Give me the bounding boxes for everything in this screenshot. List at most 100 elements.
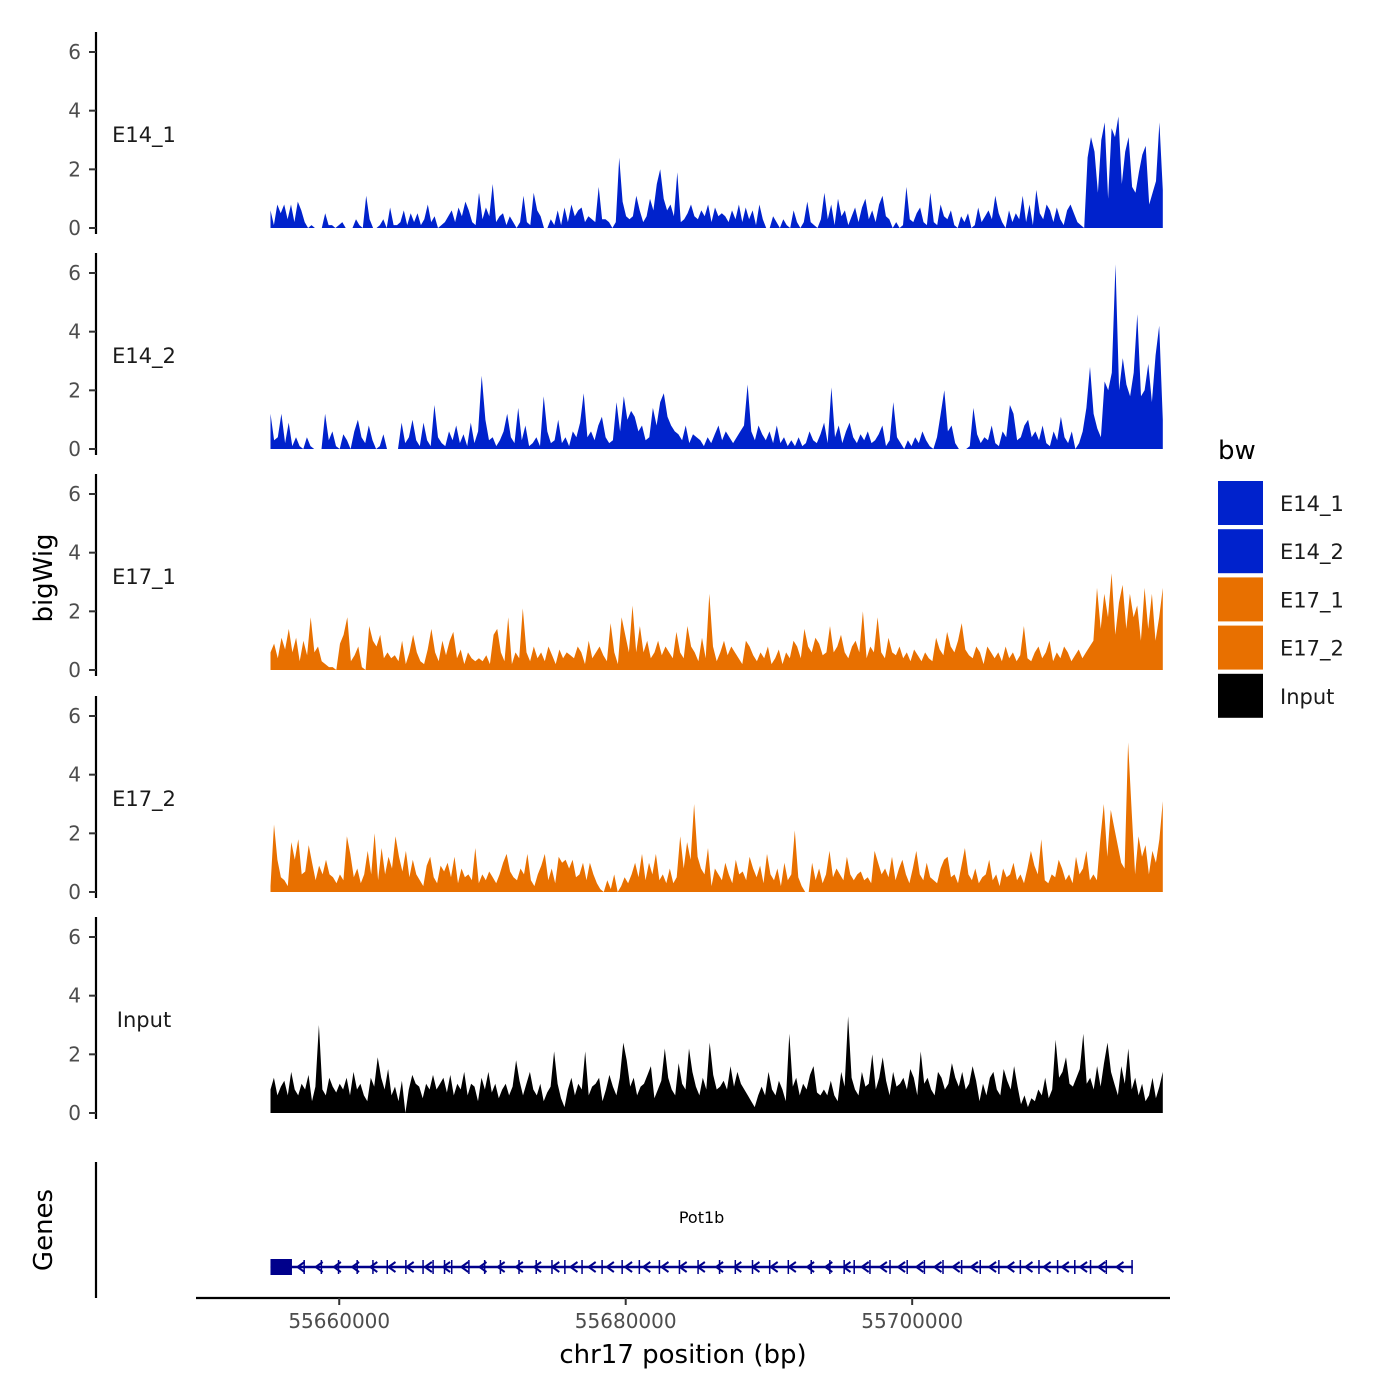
track-label: Input [117, 1008, 171, 1032]
legend: bw E14_1 E14_2 E17_1 E17_2 Input [1218, 436, 1344, 718]
gene-exon [829, 1260, 831, 1274]
legend-label: E14_2 [1280, 540, 1344, 565]
x-tick-label: 55680000 [575, 1309, 677, 1333]
strand-arrow [768, 1261, 779, 1273]
y-tick-label: 2 [68, 157, 81, 181]
strand-arrow [532, 1261, 542, 1273]
strand-arrow [1041, 1261, 1052, 1273]
legend-key-E17_1 [1218, 577, 1263, 622]
gene-exon [270, 1259, 292, 1275]
strand-arrow [495, 1261, 506, 1273]
legend-key-E17_2 [1218, 625, 1263, 670]
y-tick-label: 2 [68, 599, 81, 623]
track-label: E14_1 [112, 123, 176, 148]
legend-label: E14_1 [1280, 492, 1344, 517]
signal-area-E17_2 [270, 742, 1163, 892]
y-tick-label: 4 [68, 541, 81, 565]
gene-exon [443, 1260, 446, 1274]
y-tick-label: 6 [68, 482, 81, 506]
track-label: E14_2 [112, 344, 176, 369]
gene-exon [843, 1260, 845, 1274]
gene-exon [869, 1260, 871, 1274]
y-tick-label: 6 [68, 925, 81, 949]
strand-arrow [1023, 1261, 1034, 1273]
gene-exon [1038, 1260, 1040, 1274]
strand-arrow [386, 1261, 397, 1273]
y-tick-label: 0 [68, 880, 81, 904]
strand-arrow [514, 1261, 524, 1273]
strand-arrow [295, 1261, 306, 1273]
strand-arrow [878, 1261, 888, 1273]
strand-arrow [368, 1261, 378, 1273]
strand-arrow [313, 1261, 324, 1273]
strand-arrow [896, 1261, 906, 1273]
strand-arrow [568, 1261, 579, 1273]
strand-arrow [586, 1261, 597, 1273]
gene-exon [734, 1260, 737, 1274]
track-Input: 0 2 4 6 Input [68, 917, 1163, 1125]
gene-label: Pot1b [679, 1208, 724, 1227]
strand-arrow [641, 1261, 651, 1273]
y-tick-label: 6 [68, 261, 81, 285]
gene-exon [1019, 1260, 1022, 1274]
track-label: E17_1 [112, 565, 176, 590]
legend-label: Input [1280, 685, 1334, 709]
gene-exon [697, 1260, 699, 1274]
track-E14_1: 0 2 4 6 E14_1 [68, 32, 1163, 240]
gene-exon [998, 1260, 1000, 1274]
legend-title: bw [1218, 436, 1256, 466]
gene-exon [386, 1260, 389, 1274]
y-tick-label: 4 [68, 320, 81, 344]
legend-key-E14_1 [1218, 481, 1263, 525]
gene-exon [432, 1260, 434, 1274]
x-tick-label: 55660000 [288, 1309, 390, 1333]
gene-exon [810, 1260, 812, 1274]
gene-exon [337, 1260, 340, 1274]
gene-exon [601, 1260, 603, 1274]
strand-arrow [423, 1261, 433, 1273]
gene-exon [551, 1260, 553, 1274]
gene-exon [960, 1260, 963, 1274]
strand-arrow [969, 1261, 979, 1273]
gene-exon [751, 1260, 754, 1274]
strand-arrow [1060, 1261, 1070, 1273]
signal-tracks: 0 2 4 6 E14_1 0 2 4 6 E14_2 0 2 4 6 E17_1 0 2 4 6 E17_2 0 2 4 6… [68, 32, 1163, 1125]
signal-area-E14_1 [270, 116, 1163, 228]
strand-arrow [441, 1261, 451, 1273]
gene-exon [422, 1260, 424, 1274]
strand-arrow [859, 1261, 870, 1273]
gene-model [270, 1259, 1133, 1275]
legend-label: E17_1 [1280, 588, 1344, 613]
strand-arrow [950, 1261, 961, 1273]
gene-exon [372, 1260, 374, 1274]
signal-area-E17_1 [270, 573, 1163, 670]
genes-axis-title: Genes [29, 1189, 59, 1271]
signal-area-Input [270, 1016, 1163, 1113]
x-tick-label: 55700000 [861, 1309, 963, 1333]
gene-exon [468, 1260, 470, 1274]
gene-exon [621, 1260, 623, 1274]
y-tick-label: 6 [68, 704, 81, 728]
track-label: E17_2 [112, 787, 176, 812]
strand-arrow [987, 1261, 997, 1273]
gene-exon [535, 1260, 537, 1274]
y-tick-label: 2 [68, 378, 81, 402]
gene-exon [303, 1260, 305, 1274]
gene-exon [768, 1260, 771, 1274]
gene-exon [581, 1260, 583, 1274]
gene-exon [320, 1260, 323, 1274]
y-tick-label: 4 [68, 99, 81, 123]
gene-exon [483, 1260, 486, 1274]
legend-label: E17_2 [1280, 637, 1344, 662]
strand-arrow [1096, 1261, 1106, 1273]
y-tick-label: 4 [68, 763, 81, 787]
signal-area-E14_2 [270, 264, 1163, 449]
gene-exon [1105, 1260, 1108, 1274]
strand-arrow [659, 1261, 670, 1273]
gene-exon [906, 1260, 908, 1274]
strand-arrow [605, 1261, 615, 1273]
y-tick-label: 0 [68, 1101, 81, 1125]
y-tick-label: 6 [68, 40, 81, 64]
gene-exon [638, 1260, 641, 1274]
